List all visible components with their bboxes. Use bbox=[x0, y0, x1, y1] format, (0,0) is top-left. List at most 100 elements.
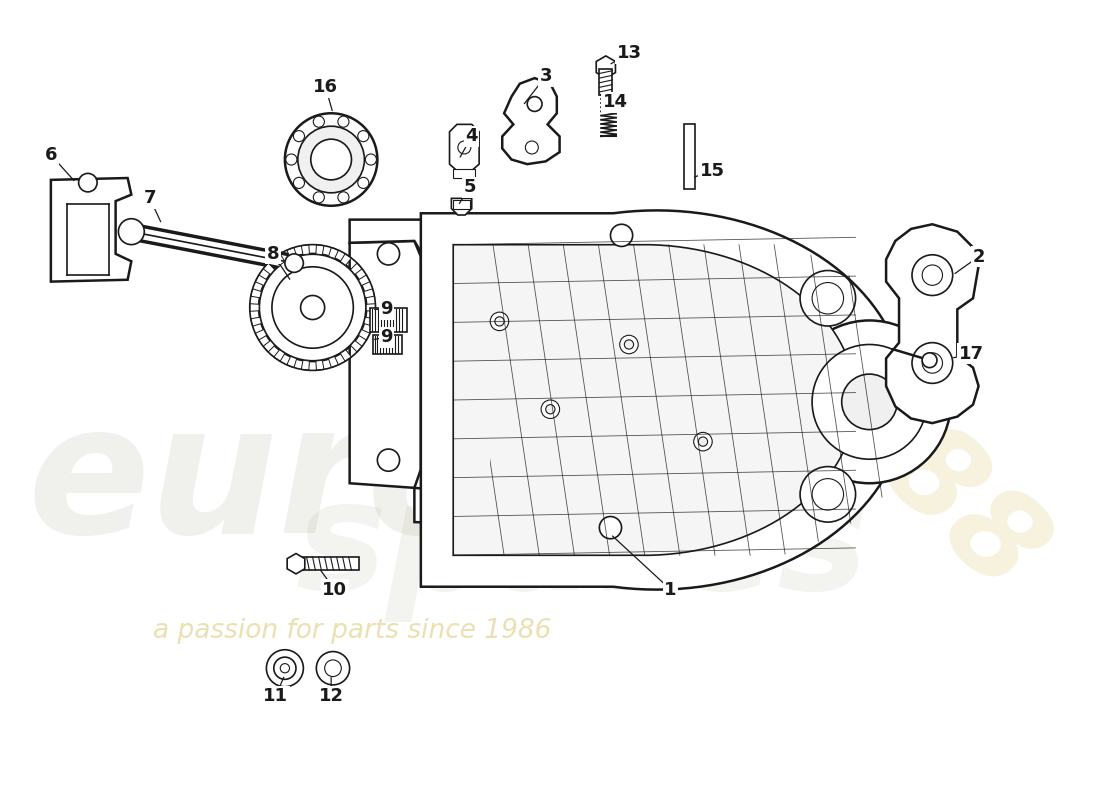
Polygon shape bbox=[287, 357, 297, 367]
Polygon shape bbox=[329, 357, 339, 367]
Circle shape bbox=[314, 116, 324, 127]
Circle shape bbox=[285, 114, 377, 206]
Polygon shape bbox=[451, 198, 472, 215]
Polygon shape bbox=[287, 554, 305, 574]
Polygon shape bbox=[274, 350, 285, 362]
Bar bbox=[684, 124, 694, 189]
Circle shape bbox=[491, 312, 508, 330]
Polygon shape bbox=[351, 263, 362, 274]
Polygon shape bbox=[301, 245, 309, 254]
Circle shape bbox=[912, 254, 953, 295]
Polygon shape bbox=[503, 78, 560, 164]
Circle shape bbox=[358, 178, 368, 189]
Circle shape bbox=[377, 242, 399, 265]
Circle shape bbox=[280, 664, 289, 673]
Circle shape bbox=[812, 345, 927, 459]
Text: 1: 1 bbox=[664, 581, 676, 598]
Polygon shape bbox=[350, 220, 638, 252]
Bar bbox=[370, 309, 407, 331]
Text: 188: 188 bbox=[795, 348, 1066, 618]
Text: 4: 4 bbox=[465, 127, 478, 146]
Circle shape bbox=[800, 270, 856, 326]
Text: 6: 6 bbox=[45, 146, 57, 164]
Circle shape bbox=[600, 517, 621, 538]
Text: 17: 17 bbox=[959, 345, 983, 362]
Polygon shape bbox=[255, 275, 266, 286]
Circle shape bbox=[788, 321, 950, 483]
Circle shape bbox=[78, 174, 97, 192]
Bar bbox=[373, 335, 403, 354]
Text: 10: 10 bbox=[322, 581, 348, 598]
Circle shape bbox=[311, 139, 352, 180]
Circle shape bbox=[272, 267, 353, 348]
Text: 8: 8 bbox=[266, 245, 279, 263]
Circle shape bbox=[286, 154, 297, 165]
Text: 7: 7 bbox=[144, 190, 156, 207]
Circle shape bbox=[922, 265, 943, 286]
Circle shape bbox=[842, 374, 898, 430]
Circle shape bbox=[526, 141, 538, 154]
Polygon shape bbox=[340, 350, 351, 362]
Bar bbox=[453, 200, 470, 210]
Circle shape bbox=[812, 282, 844, 314]
Circle shape bbox=[912, 342, 953, 383]
Circle shape bbox=[698, 437, 707, 446]
Polygon shape bbox=[263, 263, 275, 274]
Polygon shape bbox=[263, 341, 275, 352]
Circle shape bbox=[365, 154, 376, 165]
Polygon shape bbox=[316, 360, 324, 370]
Text: a passion for parts since 1986: a passion for parts since 1986 bbox=[153, 618, 551, 644]
Polygon shape bbox=[364, 289, 374, 298]
Circle shape bbox=[266, 650, 304, 686]
Polygon shape bbox=[51, 178, 131, 282]
Text: 13: 13 bbox=[616, 44, 641, 62]
Circle shape bbox=[610, 224, 632, 246]
Polygon shape bbox=[274, 254, 285, 266]
Polygon shape bbox=[453, 245, 856, 555]
Polygon shape bbox=[364, 317, 374, 326]
Polygon shape bbox=[351, 341, 362, 352]
Polygon shape bbox=[359, 330, 370, 340]
Polygon shape bbox=[251, 317, 262, 326]
Circle shape bbox=[495, 317, 504, 326]
Text: 2: 2 bbox=[972, 248, 984, 266]
Text: 15: 15 bbox=[700, 162, 725, 180]
Text: 9: 9 bbox=[381, 300, 393, 318]
Text: 9: 9 bbox=[381, 328, 393, 346]
Circle shape bbox=[317, 651, 350, 685]
Circle shape bbox=[298, 126, 364, 193]
Polygon shape bbox=[329, 247, 339, 258]
Text: 3: 3 bbox=[539, 67, 552, 86]
Polygon shape bbox=[350, 241, 421, 488]
Circle shape bbox=[285, 254, 304, 272]
Polygon shape bbox=[596, 56, 615, 78]
Polygon shape bbox=[359, 275, 370, 286]
Circle shape bbox=[314, 192, 324, 203]
Polygon shape bbox=[887, 224, 979, 423]
Circle shape bbox=[922, 353, 943, 373]
Circle shape bbox=[458, 141, 471, 154]
Polygon shape bbox=[340, 254, 351, 266]
Circle shape bbox=[800, 466, 856, 522]
Polygon shape bbox=[301, 360, 309, 370]
Circle shape bbox=[358, 130, 368, 142]
Circle shape bbox=[338, 116, 349, 127]
Circle shape bbox=[619, 335, 638, 354]
Circle shape bbox=[625, 340, 634, 349]
Circle shape bbox=[922, 353, 937, 368]
Circle shape bbox=[258, 254, 366, 361]
Text: 14: 14 bbox=[603, 93, 628, 111]
Polygon shape bbox=[316, 245, 324, 254]
Bar bbox=[296, 558, 359, 570]
Circle shape bbox=[274, 657, 296, 679]
Circle shape bbox=[300, 295, 324, 319]
Circle shape bbox=[377, 449, 399, 471]
Circle shape bbox=[527, 97, 542, 111]
Circle shape bbox=[694, 432, 712, 451]
Circle shape bbox=[294, 178, 305, 189]
Text: 5: 5 bbox=[463, 178, 476, 196]
Polygon shape bbox=[421, 210, 906, 590]
Text: 12: 12 bbox=[319, 687, 343, 705]
Circle shape bbox=[324, 660, 341, 677]
Polygon shape bbox=[250, 304, 260, 311]
